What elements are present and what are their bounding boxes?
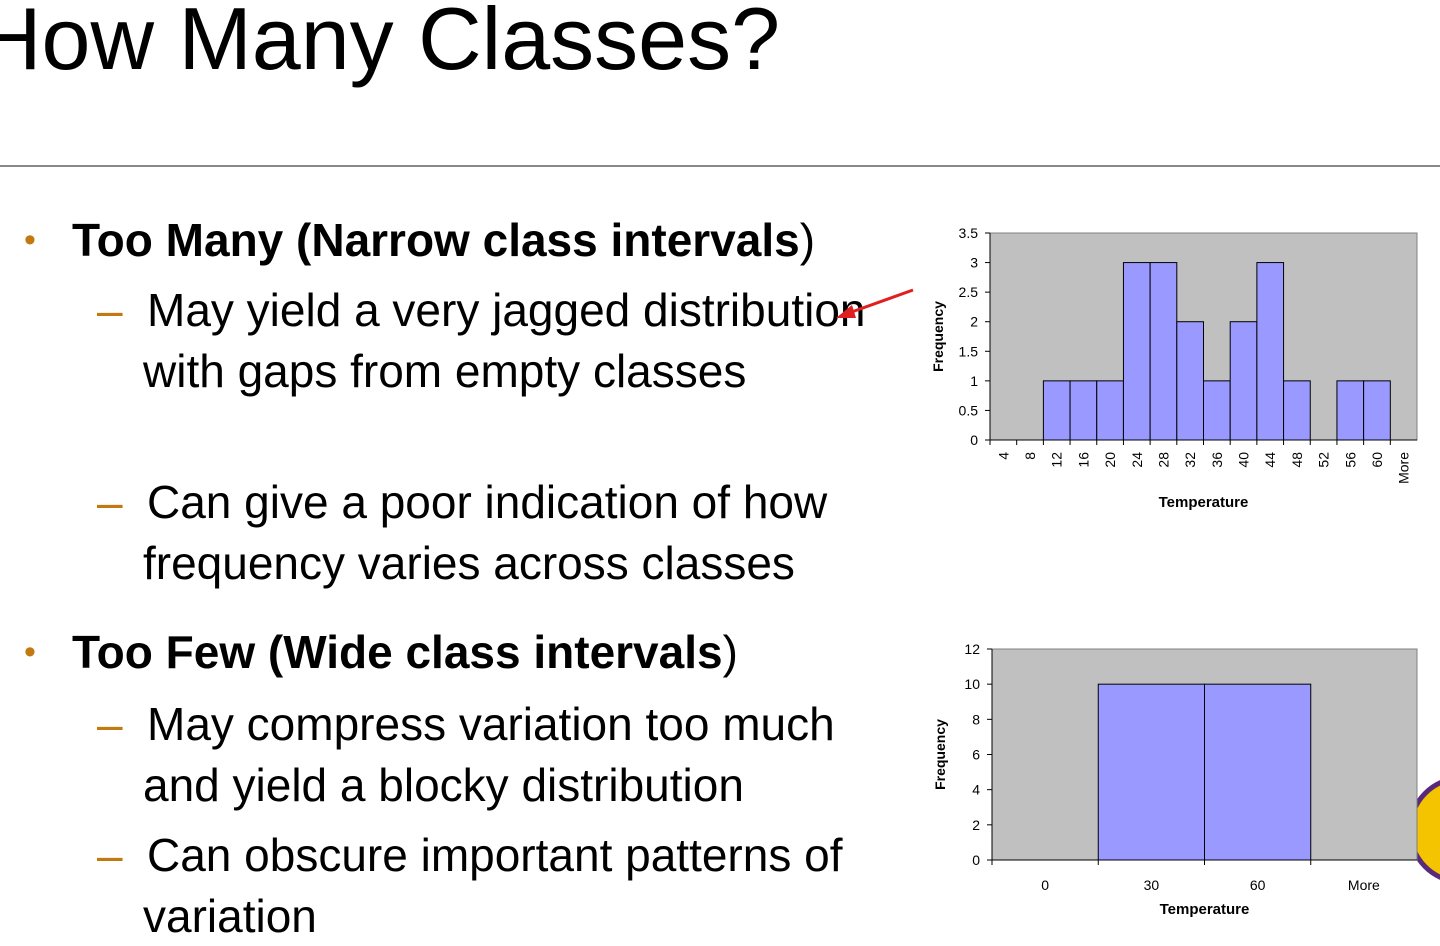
y-tick-label: 3.5	[959, 225, 979, 241]
y-axis-title: Frequency	[930, 301, 946, 372]
bullet: • Too Many (Narrow class intervals)	[24, 210, 816, 271]
x-tick-label: 40	[1236, 452, 1252, 468]
dash: –	[97, 698, 123, 750]
sub-bullet-text: May compress variation too much and yiel…	[143, 698, 835, 811]
bullet: • Too Few (Wide class intervals)	[24, 622, 738, 683]
x-tick-label: More	[1348, 877, 1380, 893]
x-tick-label: 48	[1289, 452, 1305, 468]
y-tick-label: 2	[972, 817, 980, 833]
bar	[1363, 380, 1391, 441]
x-tick-label: 60	[1250, 877, 1266, 893]
sub-bullet-text: Can obscure important patterns of variat…	[143, 829, 843, 942]
sub-bullet-text: Can give a poor indication of how freque…	[143, 476, 828, 589]
y-tick-label: 10	[964, 676, 980, 692]
bar	[1149, 262, 1178, 441]
x-tick-label: 28	[1155, 452, 1171, 468]
x-tick-label: 44	[1262, 452, 1278, 468]
x-tick-label: 8	[1022, 452, 1038, 460]
x-tick-label: 0	[1041, 877, 1049, 893]
bullet-rest: )	[799, 214, 816, 266]
x-tick-label: 56	[1342, 452, 1358, 468]
sub-bullet: – Can obscure important patterns of varia…	[97, 825, 918, 946]
bar	[1097, 683, 1205, 861]
x-tick-label: 16	[1075, 452, 1091, 468]
bar	[1336, 380, 1365, 441]
bar	[1096, 380, 1124, 441]
bullet-dot: •	[24, 221, 36, 259]
bullet-dot: •	[24, 633, 36, 671]
x-tick-label: 30	[1144, 877, 1160, 893]
y-tick-label: 1.5	[959, 343, 979, 359]
y-tick-label: 0.5	[959, 402, 979, 418]
sub-bullet-text: May yield a very jagged distribution wit…	[143, 284, 866, 397]
bar	[1204, 683, 1312, 861]
bar	[1229, 321, 1258, 441]
x-tick-label: 36	[1209, 452, 1225, 468]
x-tick-label: 60	[1369, 452, 1385, 468]
bar	[1283, 380, 1311, 441]
y-tick-label: 0	[970, 432, 978, 448]
x-tick-label: 24	[1129, 452, 1145, 468]
dash: –	[97, 829, 123, 881]
bar	[1122, 262, 1151, 441]
x-tick-label: 4	[995, 452, 1011, 460]
y-tick-label: 1	[970, 373, 978, 389]
bullet-rest: )	[722, 626, 738, 678]
y-tick-label: 0	[972, 852, 980, 868]
y-tick-label: 12	[964, 641, 980, 657]
slide-title: How Many Classes?	[0, 0, 781, 88]
divider	[0, 165, 1440, 167]
x-axis-title: Temperature	[1160, 901, 1250, 918]
bar	[1203, 380, 1231, 441]
bullet-bold: Too Few (Wide class intervals	[72, 626, 723, 678]
y-tick-label: 8	[972, 711, 980, 727]
x-tick-label: 32	[1182, 452, 1198, 468]
bar	[1256, 262, 1285, 441]
arrow-head	[836, 305, 856, 318]
x-tick-label: 20	[1102, 452, 1118, 468]
x-tick-label: More	[1396, 452, 1412, 484]
y-tick-label: 6	[972, 747, 980, 763]
x-axis-title: Temperature	[1159, 494, 1249, 511]
x-tick-label: 12	[1049, 452, 1065, 468]
sub-bullet: – Can give a poor indication of how frequ…	[97, 472, 918, 594]
x-tick-label: 52	[1316, 452, 1332, 468]
y-tick-label: 2	[970, 314, 978, 330]
sub-bullet: – May yield a very jagged distribution wi…	[97, 280, 918, 402]
y-axis-title: Frequency	[932, 719, 948, 790]
y-tick-label: 2.5	[959, 284, 979, 300]
bar	[1042, 380, 1071, 441]
bar	[1176, 321, 1204, 441]
y-tick-label: 4	[972, 782, 980, 798]
y-tick-label: 3	[970, 255, 978, 271]
dash: –	[97, 476, 123, 528]
bullet-bold: Too Many (Narrow class intervals	[72, 214, 800, 266]
dash: –	[97, 284, 123, 336]
sub-bullet: – May compress variation too much and yie…	[97, 694, 918, 816]
bar	[1069, 380, 1098, 441]
arrow-line	[845, 288, 914, 316]
